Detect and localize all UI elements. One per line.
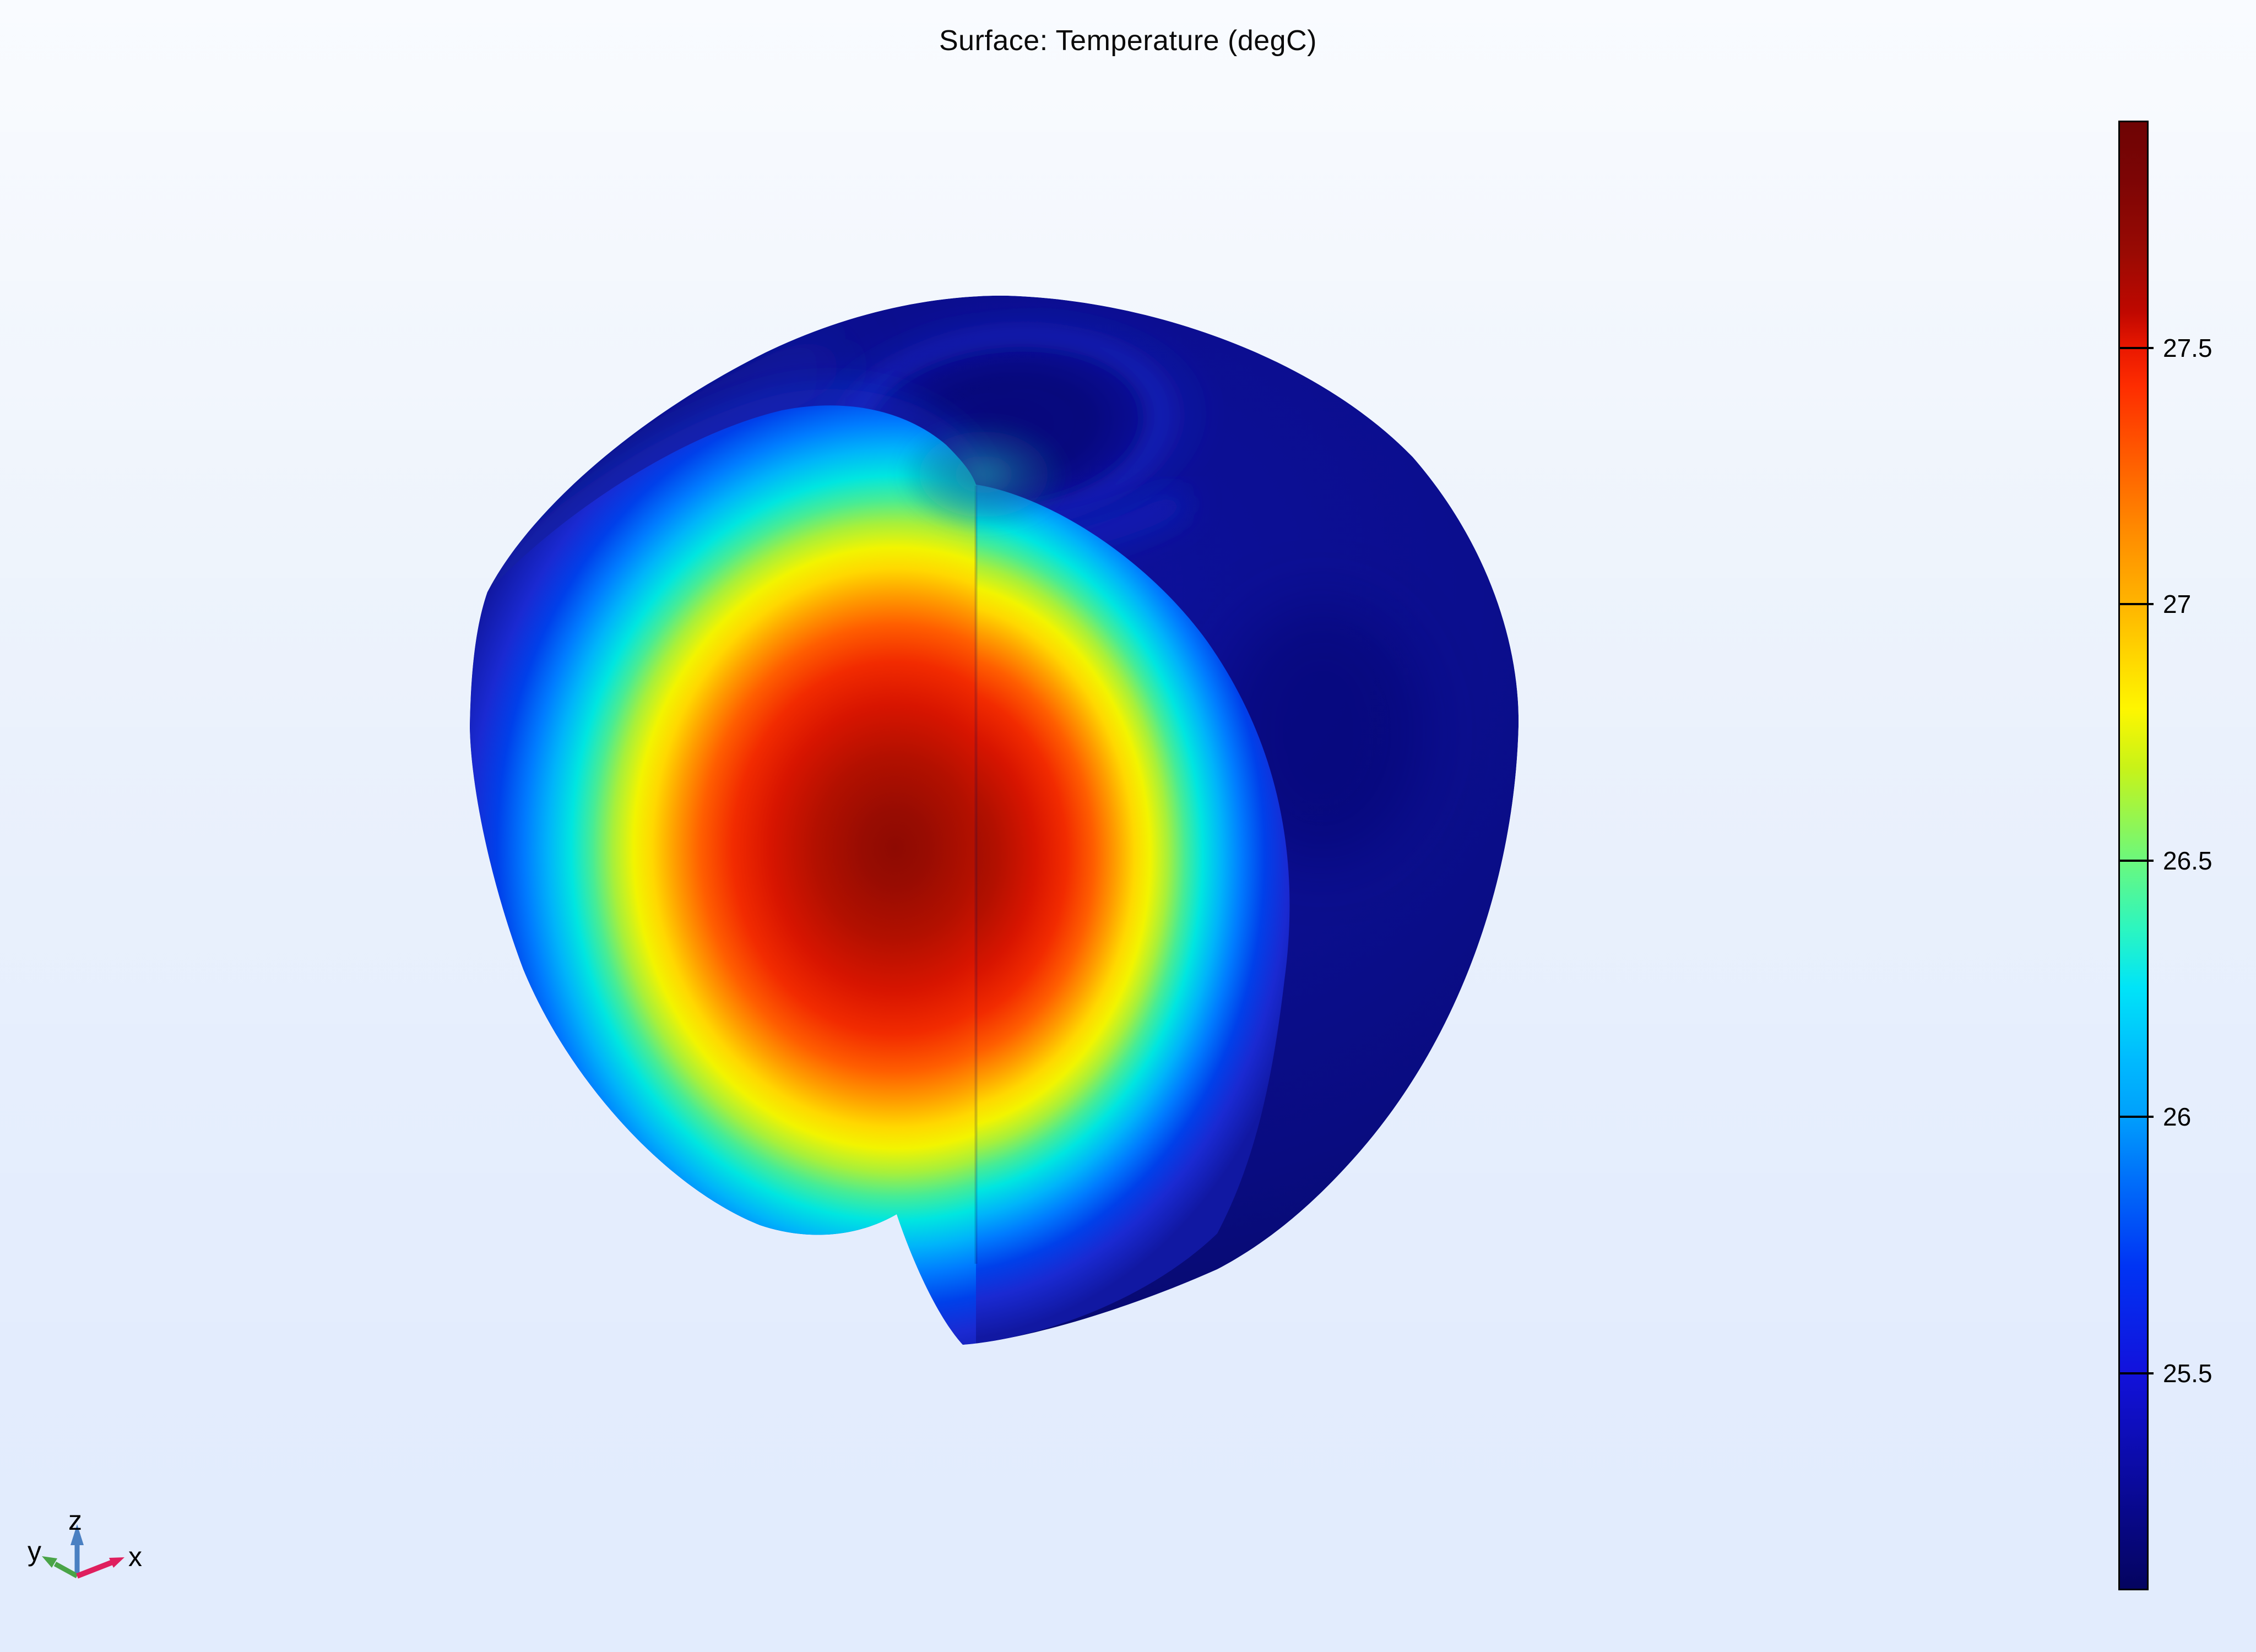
colorbar-gradient <box>2120 122 2147 1589</box>
tick-mark-left <box>2119 859 2134 862</box>
tick-mark-right <box>2132 1116 2154 1118</box>
colorbar-tick-label: 27.5 <box>2163 333 2212 362</box>
tick-mark-left <box>2119 346 2134 349</box>
plot-title: Surface: Temperature (degC) <box>939 25 1317 57</box>
y-axis-arrowhead <box>42 1556 57 1568</box>
tick-mark-left <box>2119 1372 2134 1374</box>
tick-mark-right <box>2132 346 2154 349</box>
tick-mark-left <box>2119 603 2134 606</box>
tick-mark-left <box>2119 1116 2134 1118</box>
colorbar-tick-label: 25.5 <box>2163 1358 2212 1388</box>
tick-mark-right <box>2132 859 2154 862</box>
cut-face-left <box>470 405 976 1345</box>
colorbar-tick-label: 26 <box>2163 1102 2192 1132</box>
z-axis-label: z <box>68 1505 82 1536</box>
z-axis-arrowhead <box>70 1524 84 1545</box>
tick-mark-right <box>2132 603 2154 606</box>
cut-face-right <box>976 485 1290 1344</box>
stem-canal-glow <box>901 420 1066 530</box>
x-axis-arrowhead <box>109 1557 124 1568</box>
y-axis-label: y <box>28 1536 41 1567</box>
x-axis-arrow <box>76 1559 113 1579</box>
colorbar: 27.5 27 26.5 26 25.5 <box>2118 121 2212 1590</box>
colorbar-tick-label: 26.5 <box>2163 846 2212 875</box>
y-axis-arrow <box>53 1562 79 1578</box>
colorbar-tick-label: 27 <box>2163 590 2192 619</box>
x-axis-label: x <box>128 1541 142 1572</box>
colorbar-ticks: 27.5 27 26.5 26 25.5 <box>2119 122 2212 1589</box>
tick-mark-right <box>2132 1372 2154 1374</box>
axis-triad: z y x <box>28 1505 142 1579</box>
